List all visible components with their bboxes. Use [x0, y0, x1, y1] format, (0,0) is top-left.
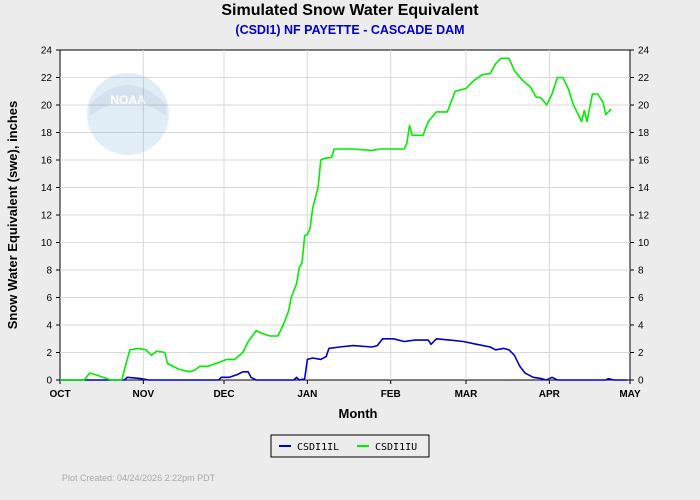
y-tick-label-left: 10	[41, 238, 53, 249]
y-tick-label-left: 6	[46, 293, 52, 304]
y-tick-label-right: 12	[638, 211, 650, 222]
legend: CSDI1IL CSDI1IU	[270, 434, 430, 458]
y-tick-label-left: 4	[46, 321, 52, 332]
legend-label-csdi1iu: CSDI1IU	[375, 442, 417, 453]
y-tick-label-right: 6	[638, 293, 644, 304]
series-line-csdi1il	[60, 337, 628, 381]
grid-layer	[60, 50, 630, 380]
y-tick-label-right: 16	[638, 156, 650, 167]
y-tick-label-right: 20	[638, 101, 650, 112]
y-tick-label-right: 10	[638, 238, 650, 249]
series-layer	[60, 57, 628, 381]
y-tick-label-right: 8	[638, 266, 644, 277]
y-tick-label-left: 14	[41, 183, 53, 194]
y-tick-label-right: 4	[638, 321, 644, 332]
y-tick-label-right: 0	[638, 376, 644, 387]
noaa-logo: NOAA	[87, 73, 169, 155]
x-tick-label-month: OCT	[49, 389, 70, 400]
y-tick-label-left: 16	[41, 156, 53, 167]
y-tick-label-right: 22	[638, 73, 650, 84]
legend-box	[270, 434, 430, 458]
x-tick-label-month: MAR	[455, 389, 479, 400]
y-tick-label-right: 18	[638, 128, 650, 139]
chart-subtitle: (CSDI1) NF PAYETTE - CASCADE DAM	[235, 23, 465, 37]
y-tick-label-left: 2	[46, 348, 52, 359]
x-tick-label-month: DEC	[213, 389, 234, 400]
x-tick-label-month: NOV	[133, 389, 155, 400]
x-tick-label-month: APR	[539, 389, 561, 400]
x-tick-label-month: MAY	[619, 389, 641, 400]
x-tick-label-month: FEB	[381, 389, 401, 400]
x-axis-title: Month	[339, 406, 378, 421]
y-tick-label-left: 18	[41, 128, 53, 139]
y-tick-label-right: 2	[638, 348, 644, 359]
noaa-logo-circle	[87, 73, 169, 155]
noaa-logo-text: NOAA	[110, 93, 146, 107]
chart-title: Simulated Snow Water Equivalent	[221, 2, 479, 19]
y-tick-label-left: 0	[46, 376, 52, 387]
series-line-csdi1iu	[60, 57, 612, 381]
y-tick-label-right: 14	[638, 183, 650, 194]
y-tick-label-left: 8	[46, 266, 52, 277]
y-tick-label-right: 24	[638, 46, 650, 57]
y-tick-label-left: 22	[41, 73, 53, 84]
y-axis-title: Snow Water Equivalent (swe), inches	[5, 101, 20, 330]
y-tick-label-left: 24	[41, 46, 53, 57]
plot-created-footer: Plot Created: 04/24/2026 2:22pm PDT	[62, 473, 216, 483]
y-tick-label-left: 12	[41, 211, 53, 222]
noaa-logo-bird	[90, 85, 166, 116]
y-tick-label-left: 20	[41, 101, 53, 112]
legend-label-csdi1il: CSDI1IL	[297, 442, 339, 453]
x-tick-label-month: JAN	[297, 389, 317, 400]
